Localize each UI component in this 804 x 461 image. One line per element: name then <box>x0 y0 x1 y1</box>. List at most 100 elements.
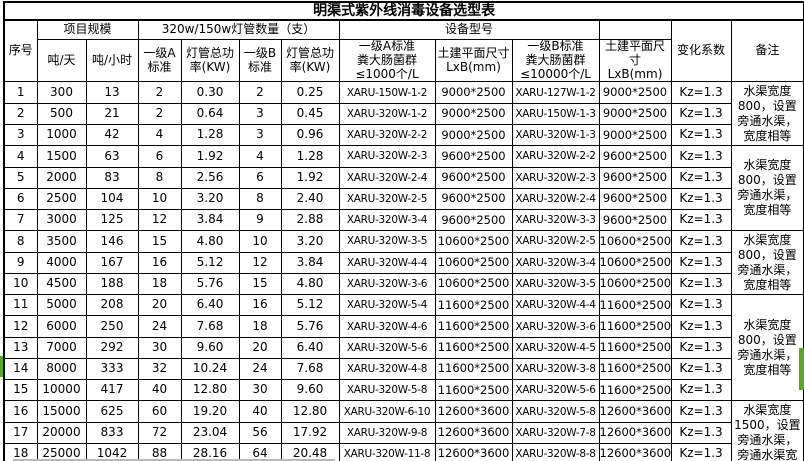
cell-power-grade-a[interactable]: 7.68 <box>180 315 240 338</box>
cell-model-grade-b[interactable]: XARU-320W-2-4 <box>511 187 600 211</box>
cell-serial[interactable]: 1 <box>3 81 38 104</box>
cell-lamps-grade-a[interactable]: 6 <box>137 145 182 168</box>
cell-model-grade-a[interactable]: XARU-320W-3-6 <box>338 272 436 296</box>
cell-dimensions-a[interactable]: 10600*2500 <box>434 272 513 296</box>
cell-power-grade-b[interactable]: 3.84 <box>280 251 340 274</box>
cell-model-grade-b[interactable]: XARU-320W-3-3 <box>511 209 600 232</box>
cell-model-grade-b[interactable]: XARU-320W-1-3 <box>511 124 600 147</box>
header-dimensions-a[interactable]: 土建平面尺寸 LxB(mm) <box>434 39 513 83</box>
cell-lamps-grade-a[interactable]: 20 <box>137 294 182 317</box>
header-empty-cell[interactable] <box>598 19 672 41</box>
cell-coefficient[interactable]: Kz=1.3 <box>670 315 732 338</box>
cell-lamps-grade-a[interactable]: 40 <box>137 379 182 402</box>
cell-dimensions-b[interactable]: 12600*3600 <box>598 421 672 445</box>
cell-power-grade-b[interactable]: 5.12 <box>280 294 340 317</box>
cell-ton-per-day[interactable]: 8000 <box>36 357 87 381</box>
cell-model-grade-b[interactable]: XARU-320W-3-5 <box>511 272 600 296</box>
cell-model-grade-a[interactable]: XARU-320W-4-4 <box>338 251 436 274</box>
cell-coefficient[interactable]: Kz=1.3 <box>670 209 732 232</box>
cell-power-grade-a[interactable]: 5.76 <box>180 272 240 296</box>
cell-model-grade-a[interactable]: XARU-150W-1-2 <box>338 81 436 104</box>
cell-ton-per-day[interactable]: 7000 <box>36 336 87 359</box>
cell-dimensions-b[interactable]: 10600*2500 <box>598 251 672 274</box>
cell-model-grade-a[interactable]: XARU-320W-2-2 <box>338 124 436 147</box>
header-equipment-model-group[interactable]: 设备型号 <box>338 19 600 41</box>
header-serial[interactable]: 序号 <box>3 19 38 83</box>
cell-dimensions-a[interactable]: 9600*2500 <box>434 166 513 189</box>
cell-ton-per-hour[interactable]: 13 <box>85 81 139 104</box>
cell-coefficient[interactable]: Kz=1.3 <box>670 379 732 402</box>
cell-power-grade-b[interactable]: 17.92 <box>280 421 340 445</box>
cell-serial[interactable]: 18 <box>3 442 38 461</box>
cell-model-grade-b[interactable]: XARU-320W-2-3 <box>511 166 600 189</box>
cell-lamps-grade-a[interactable]: 15 <box>137 230 182 253</box>
cell-model-grade-a[interactable]: XARU-320W-2-4 <box>338 166 436 189</box>
cell-model-grade-a[interactable]: XARU-320W-5-8 <box>338 379 436 402</box>
cell-dimensions-a[interactable]: 9600*2500 <box>434 209 513 232</box>
header-dimensions-b[interactable]: 土建平面尺 寸 LxB(mm) <box>598 39 672 83</box>
cell-lamps-grade-b[interactable]: 56 <box>238 421 282 445</box>
cell-dimensions-a[interactable]: 9000*2500 <box>434 81 513 104</box>
cell-dimensions-a[interactable]: 9000*2500 <box>434 124 513 147</box>
header-lamp-power-b[interactable]: 灯管总功 率(KW) <box>280 39 340 83</box>
cell-ton-per-hour[interactable]: 104 <box>85 187 139 211</box>
header-model-grade-b[interactable]: 一级B标准 粪大肠菌群 ≤10000个/L <box>511 39 600 83</box>
cell-remark[interactable]: 水渠宽度 800，设置 旁通水渠， 宽度相等 <box>730 230 804 296</box>
cell-dimensions-b[interactable]: 9600*2500 <box>598 166 672 189</box>
cell-lamps-grade-b[interactable]: 8 <box>238 187 282 211</box>
cell-power-grade-a[interactable]: 1.28 <box>180 124 240 147</box>
cell-coefficient[interactable]: Kz=1.3 <box>670 442 732 461</box>
cell-ton-per-day[interactable]: 1500 <box>36 145 87 168</box>
cell-power-grade-a[interactable]: 19.20 <box>180 400 240 423</box>
cell-dimensions-b[interactable]: 12600*3600 <box>598 400 672 423</box>
cell-lamps-grade-a[interactable]: 30 <box>137 336 182 359</box>
cell-dimensions-a[interactable]: 11600*2500 <box>434 357 513 381</box>
cell-coefficient[interactable]: Kz=1.3 <box>670 230 732 253</box>
cell-dimensions-b[interactable]: 11600*2500 <box>598 336 672 359</box>
cell-lamps-grade-b[interactable]: 24 <box>238 357 282 381</box>
cell-coefficient[interactable]: Kz=1.3 <box>670 400 732 423</box>
cell-serial[interactable]: 17 <box>3 421 38 445</box>
cell-ton-per-day[interactable]: 25000 <box>36 442 87 461</box>
cell-serial[interactable]: 6 <box>3 187 38 211</box>
cell-coefficient[interactable]: Kz=1.3 <box>670 145 732 168</box>
cell-power-grade-a[interactable]: 2.56 <box>180 166 240 189</box>
cell-dimensions-b[interactable]: 11600*2500 <box>598 315 672 338</box>
cell-lamps-grade-b[interactable]: 40 <box>238 400 282 423</box>
cell-ton-per-hour[interactable]: 625 <box>85 400 139 423</box>
cell-serial[interactable]: 4 <box>3 145 38 168</box>
cell-dimensions-b[interactable]: 10600*2500 <box>598 272 672 296</box>
cell-lamps-grade-b[interactable]: 6 <box>238 166 282 189</box>
cell-coefficient[interactable]: Kz=1.3 <box>670 124 732 147</box>
cell-serial[interactable]: 11 <box>3 294 38 317</box>
cell-dimensions-a[interactable]: 10600*2500 <box>434 230 513 253</box>
cell-power-grade-b[interactable]: 6.40 <box>280 336 340 359</box>
cell-serial[interactable]: 12 <box>3 315 38 338</box>
header-grade-a-standard[interactable]: 一级A 标准 <box>137 39 182 83</box>
cell-coefficient[interactable]: Kz=1.3 <box>670 166 732 189</box>
cell-dimensions-a[interactable]: 9600*2500 <box>434 187 513 211</box>
cell-ton-per-hour[interactable]: 42 <box>85 124 139 147</box>
header-grade-b-standard[interactable]: 一级B 标准 <box>238 39 282 83</box>
cell-model-grade-b[interactable]: XARU-320W-4-5 <box>511 336 600 359</box>
cell-lamps-grade-b[interactable]: 16 <box>238 294 282 317</box>
cell-ton-per-hour[interactable]: 208 <box>85 294 139 317</box>
cell-ton-per-hour[interactable]: 188 <box>85 272 139 296</box>
header-project-scale[interactable]: 项目规模 <box>36 19 139 41</box>
cell-dimensions-b[interactable]: 10600*2500 <box>598 230 672 253</box>
cell-ton-per-hour[interactable]: 125 <box>85 209 139 232</box>
cell-ton-per-day[interactable]: 500 <box>36 102 87 126</box>
cell-serial[interactable]: 8 <box>3 230 38 253</box>
cell-coefficient[interactable]: Kz=1.3 <box>670 251 732 274</box>
cell-dimensions-a[interactable]: 12600*3600 <box>434 442 513 461</box>
cell-ton-per-hour[interactable]: 417 <box>85 379 139 402</box>
cell-lamps-grade-a[interactable]: 12 <box>137 209 182 232</box>
cell-power-grade-a[interactable]: 5.12 <box>180 251 240 274</box>
cell-power-grade-a[interactable]: 12.80 <box>180 379 240 402</box>
cell-dimensions-b[interactable]: 9600*2500 <box>598 145 672 168</box>
cell-dimensions-b[interactable]: 9000*2500 <box>598 81 672 104</box>
cell-coefficient[interactable]: Kz=1.3 <box>670 272 732 296</box>
cell-lamps-grade-b[interactable]: 4 <box>238 145 282 168</box>
cell-ton-per-hour[interactable]: 333 <box>85 357 139 381</box>
cell-serial[interactable]: 7 <box>3 209 38 232</box>
